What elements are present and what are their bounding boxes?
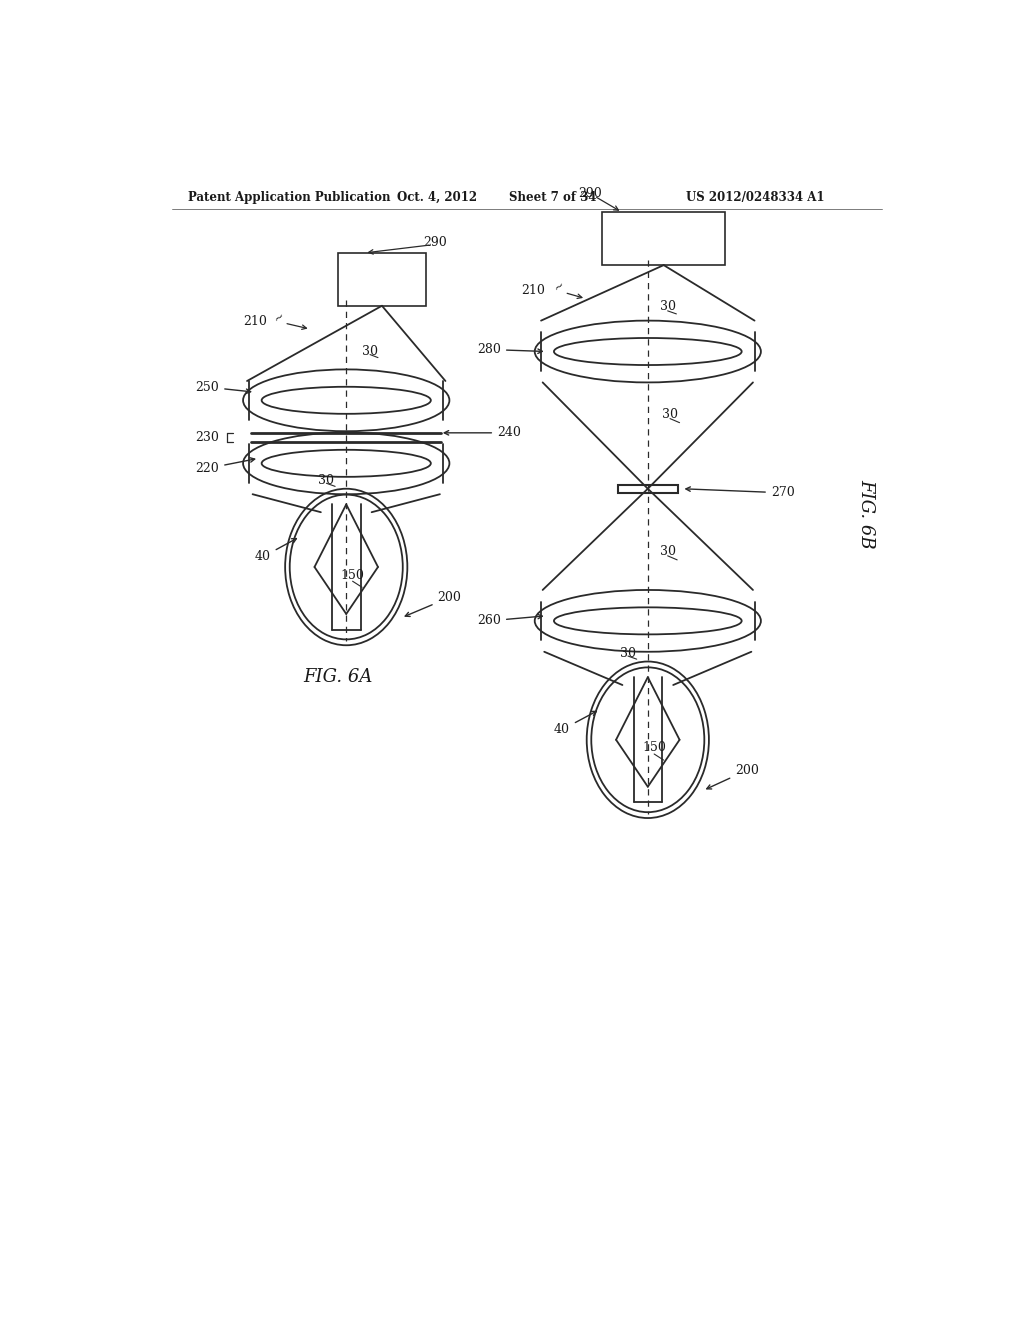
Text: 210: 210 bbox=[521, 284, 545, 297]
Ellipse shape bbox=[554, 338, 741, 366]
Text: FIG. 6A: FIG. 6A bbox=[304, 668, 373, 686]
Text: 280: 280 bbox=[477, 343, 543, 356]
Text: ~: ~ bbox=[270, 309, 287, 325]
Ellipse shape bbox=[243, 370, 450, 432]
Ellipse shape bbox=[262, 387, 431, 414]
Text: 210: 210 bbox=[243, 314, 267, 327]
Text: ~: ~ bbox=[551, 279, 567, 294]
Text: 250: 250 bbox=[196, 380, 251, 393]
Text: 270: 270 bbox=[686, 486, 795, 499]
Text: 290: 290 bbox=[423, 236, 447, 249]
Text: US 2012/0248334 A1: US 2012/0248334 A1 bbox=[686, 190, 824, 203]
Bar bbox=[618, 484, 678, 492]
Text: 30: 30 bbox=[362, 345, 378, 358]
Text: 30: 30 bbox=[659, 300, 676, 313]
Text: 30: 30 bbox=[663, 408, 678, 421]
Text: 150: 150 bbox=[642, 742, 666, 755]
Text: Sheet 7 of 34: Sheet 7 of 34 bbox=[509, 190, 596, 203]
Text: 230: 230 bbox=[196, 432, 219, 445]
Text: 30: 30 bbox=[659, 545, 676, 558]
Ellipse shape bbox=[554, 607, 741, 635]
Ellipse shape bbox=[535, 321, 761, 383]
Text: FIG. 6B: FIG. 6B bbox=[857, 479, 876, 549]
Text: Patent Application Publication: Patent Application Publication bbox=[187, 190, 390, 203]
Ellipse shape bbox=[243, 433, 450, 494]
Text: 40: 40 bbox=[255, 539, 296, 564]
Ellipse shape bbox=[535, 590, 761, 652]
Text: 290: 290 bbox=[579, 187, 602, 201]
Text: Oct. 4, 2012: Oct. 4, 2012 bbox=[397, 190, 477, 203]
Bar bbox=[602, 213, 725, 265]
Text: 40: 40 bbox=[554, 711, 596, 737]
Text: 260: 260 bbox=[477, 614, 543, 627]
Text: 30: 30 bbox=[620, 647, 636, 660]
Bar bbox=[338, 253, 426, 306]
Text: 240: 240 bbox=[444, 426, 521, 440]
Ellipse shape bbox=[262, 450, 431, 477]
Text: 200: 200 bbox=[707, 764, 759, 789]
Text: 200: 200 bbox=[406, 591, 462, 616]
Text: 150: 150 bbox=[341, 569, 365, 582]
Text: 220: 220 bbox=[196, 458, 255, 475]
Text: 30: 30 bbox=[318, 474, 335, 487]
